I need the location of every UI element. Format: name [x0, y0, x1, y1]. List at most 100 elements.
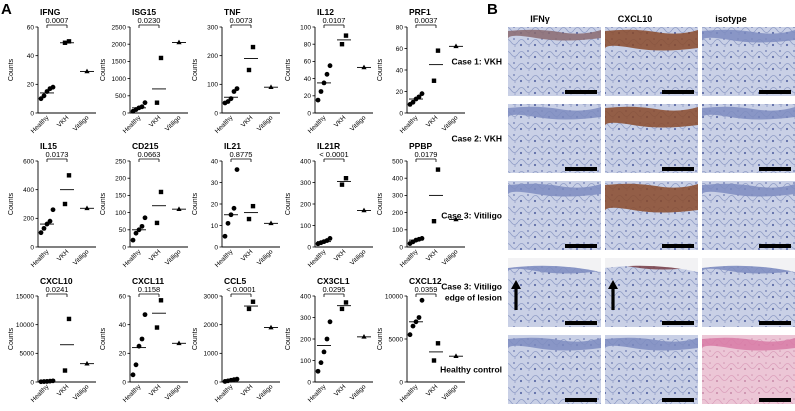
data-point-vkh	[250, 299, 256, 304]
data-point-healthy	[234, 167, 240, 173]
x-tick-label: Vitiligo	[441, 248, 460, 267]
y-tick-label: 150	[115, 193, 126, 200]
data-point-vitiligo	[176, 39, 182, 45]
epidermis-layer	[702, 337, 795, 351]
y-axis-label: Counts	[377, 192, 384, 215]
data-point-healthy	[321, 349, 327, 355]
p-value: 0.0241	[46, 285, 69, 294]
chart-title: PPBP	[409, 141, 432, 151]
data-point-vkh	[158, 189, 164, 195]
epidermis-layer	[605, 106, 698, 128]
y-tick-label: 200	[392, 210, 403, 217]
chart-title: IL21R	[317, 141, 340, 151]
data-point-vitiligo	[361, 64, 367, 70]
y-tick-label: 0	[214, 379, 218, 386]
p-value: 0.0107	[323, 16, 346, 25]
y-tick-label: 0	[399, 110, 403, 117]
data-point-vkh	[66, 39, 72, 44]
y-tick-label: 0	[122, 379, 126, 386]
x-tick-label: Vitiligo	[349, 248, 368, 267]
y-tick-label: 0	[30, 110, 34, 117]
x-tick-label: VKH	[240, 383, 255, 398]
data-point-vkh	[435, 341, 441, 346]
y-tick-label: 0	[214, 110, 218, 117]
histology-tile	[605, 27, 698, 96]
data-point-vkh	[431, 358, 437, 363]
histology-tile	[605, 104, 698, 173]
data-point-vkh	[158, 55, 164, 61]
scale-bar	[662, 90, 694, 94]
y-tick-label: 30	[211, 180, 219, 187]
data-point-vkh	[343, 33, 349, 38]
chart-title: CCL5	[224, 276, 246, 286]
data-point-healthy	[139, 336, 145, 342]
y-tick-label: 300	[392, 193, 403, 200]
y-tick-label: 40	[304, 76, 312, 83]
p-value: 0.0007	[46, 16, 69, 25]
data-point-vitiligo	[84, 205, 90, 211]
scale-bar	[759, 90, 791, 94]
data-point-healthy	[324, 71, 330, 77]
y-tick-label: 400	[23, 187, 34, 194]
data-point-healthy	[222, 233, 228, 239]
tissue-image	[605, 258, 698, 327]
histology-tile	[508, 335, 601, 404]
y-axis-label: Counts	[192, 192, 199, 215]
data-point-healthy	[234, 376, 240, 382]
scale-bar	[662, 244, 694, 248]
epidermis-layer	[508, 29, 601, 41]
scale-bar	[759, 398, 791, 402]
p-value: 0.0073	[230, 16, 253, 25]
p-value: 0.0295	[323, 285, 346, 294]
x-tick-label: VKH	[425, 114, 440, 129]
y-tick-label: 0	[30, 244, 34, 251]
y-tick-label: 100	[300, 223, 311, 230]
scale-bar	[759, 321, 791, 325]
y-tick-label: 0	[30, 379, 34, 386]
y-tick-label: 5000	[389, 336, 404, 343]
y-tick-label: 0	[307, 244, 311, 251]
y-tick-label: 100	[115, 210, 126, 217]
y-tick-label: 100	[392, 227, 403, 234]
epidermis-layer	[702, 106, 795, 120]
data-point-vkh	[246, 306, 252, 312]
data-point-vkh	[62, 201, 68, 207]
data-point-healthy	[327, 236, 333, 241]
y-tick-label: 200	[207, 53, 218, 60]
data-point-healthy	[234, 86, 240, 92]
epidermis-layer	[702, 29, 795, 43]
histology-tile	[508, 258, 601, 327]
epidermis-layer	[605, 337, 698, 351]
data-point-healthy	[50, 378, 56, 384]
chart-title: CX3CL1	[317, 276, 350, 286]
x-tick-label: VKH	[333, 383, 348, 398]
x-tick-label: VKH	[425, 383, 440, 398]
data-point-healthy	[41, 225, 47, 231]
data-point-vkh	[435, 48, 441, 53]
data-point-healthy	[327, 63, 333, 69]
x-tick-label: Vitiligo	[164, 383, 183, 402]
p-value: 0.0663	[138, 150, 161, 159]
y-axis-label: Counts	[192, 58, 199, 81]
data-point-vkh	[339, 182, 345, 187]
y-axis-label: Counts	[285, 327, 292, 350]
data-point-healthy	[130, 237, 136, 243]
y-tick-label: 60	[119, 293, 127, 300]
scale-bar	[565, 398, 597, 402]
data-point-healthy	[318, 360, 324, 366]
data-point-healthy	[315, 368, 321, 374]
data-point-vkh	[431, 78, 437, 83]
y-tick-label: 2000	[112, 42, 127, 49]
p-value: 0.0230	[138, 16, 161, 25]
data-point-healthy	[130, 372, 136, 378]
chart-title: CXCL12	[409, 276, 442, 286]
data-point-healthy	[416, 94, 422, 100]
data-point-healthy	[410, 99, 416, 105]
chart-title: CXCL10	[40, 276, 73, 286]
x-tick-label: VKH	[56, 383, 71, 398]
data-point-healthy	[324, 336, 330, 342]
